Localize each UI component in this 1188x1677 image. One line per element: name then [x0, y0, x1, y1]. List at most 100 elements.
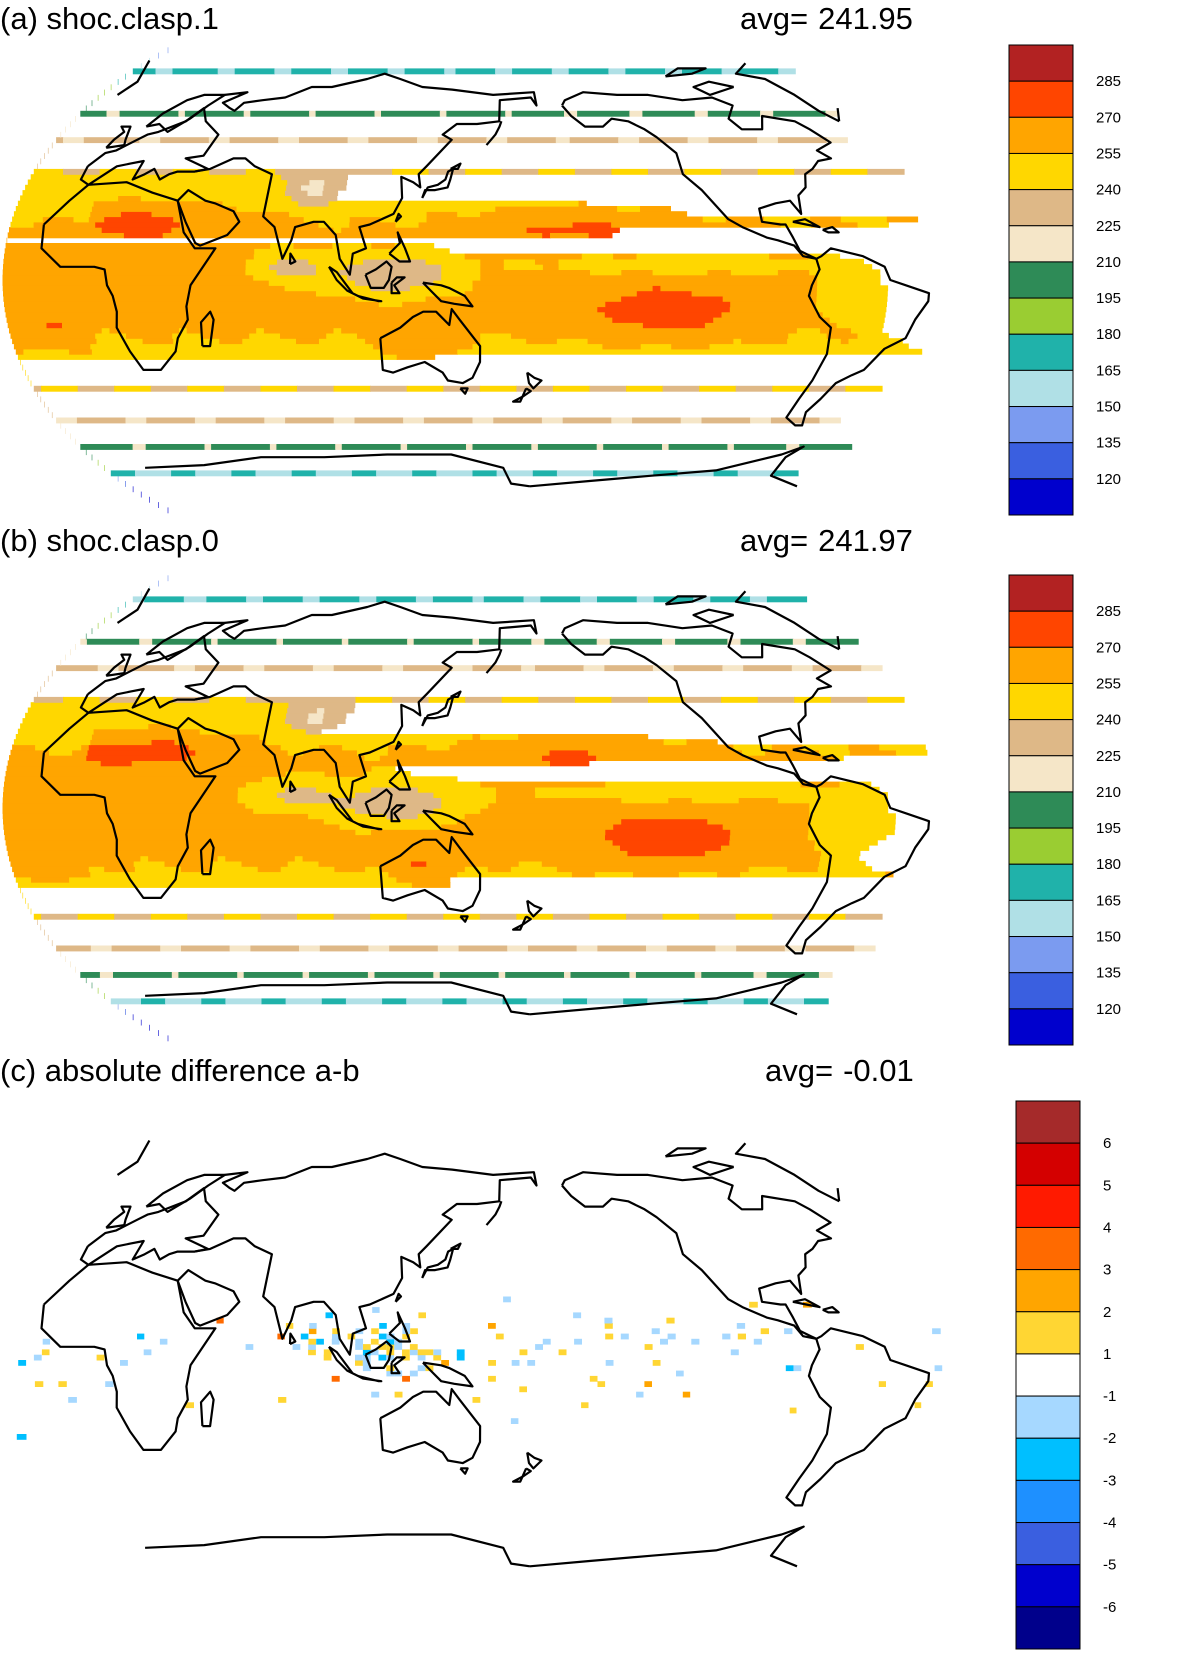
- field-cell: [646, 945, 668, 952]
- field-cell: [617, 470, 654, 477]
- difference-cell: [793, 1365, 802, 1372]
- coastline: [390, 804, 406, 823]
- colorbar-swatch: [1008, 297, 1074, 335]
- field-cell: [63, 696, 101, 703]
- difference-cell: [386, 1365, 395, 1372]
- colorbar-tick-label: 240: [1096, 182, 1121, 199]
- field-cell: [187, 913, 225, 920]
- field-cell: [680, 417, 703, 424]
- field-cell: [535, 665, 585, 672]
- colorbar-swatch: [1008, 755, 1074, 793]
- field-cell: [808, 823, 896, 830]
- field-cell: [339, 823, 442, 830]
- field-cell: [33, 385, 42, 392]
- field-cell: [677, 470, 715, 477]
- coastline: [288, 1332, 297, 1346]
- field-cell: [4, 306, 598, 313]
- panel-average: avg= 241.97: [740, 524, 913, 558]
- field-cell: [457, 348, 923, 355]
- difference-cell: [316, 1338, 324, 1345]
- difference-cell: [441, 1360, 449, 1366]
- field-cell: [699, 385, 737, 392]
- field-cell: [101, 227, 172, 233]
- field-cell: [496, 792, 536, 798]
- field-cell: [479, 638, 532, 645]
- difference-cell: [378, 1354, 387, 1361]
- difference-cell: [651, 1328, 660, 1335]
- field-cell: [472, 596, 485, 603]
- field-cell: [312, 665, 335, 672]
- field-cell: [111, 945, 161, 952]
- field-cell: [627, 850, 706, 857]
- colorbar-swatch: [1008, 44, 1074, 82]
- field-cell: [767, 998, 805, 1005]
- field-cell: [486, 137, 508, 144]
- field-cell: [550, 232, 590, 239]
- coastline: [379, 1388, 482, 1465]
- map-difference-c: [16, 1139, 943, 1568]
- colorbar-tick-label: 285: [1096, 73, 1121, 90]
- coastline: [459, 387, 469, 395]
- field-cell: [276, 269, 317, 276]
- field-cell: [498, 972, 506, 978]
- field-cell: [5, 243, 271, 249]
- field-cell: [449, 744, 734, 751]
- field-cell: [808, 385, 847, 392]
- difference-cell: [362, 1349, 371, 1356]
- field-cell: [40, 158, 42, 165]
- field-cell: [496, 797, 622, 804]
- field-cell: [284, 285, 372, 292]
- colorbar-swatch: [1008, 863, 1074, 901]
- field-cell: [302, 855, 821, 862]
- field-cell: [387, 749, 551, 756]
- panel-b: (b) shoc.clasp.0 avg= 241.97 285 270 255 240…: [0, 524, 1188, 1058]
- field-cell: [178, 972, 238, 978]
- colorbar-tick-label: -4: [1103, 1515, 1116, 1532]
- field-cell: [309, 179, 325, 186]
- difference-cell: [300, 1333, 309, 1340]
- field-cell: [556, 470, 594, 477]
- field-cell: [184, 110, 245, 117]
- field-cell: [110, 470, 136, 477]
- difference-cell: [636, 1391, 644, 1398]
- difference-cell: [510, 1418, 519, 1424]
- panel-title: (a) shoc.clasp.1: [0, 1, 219, 36]
- field-cell: [33, 168, 64, 175]
- field-cell: [40, 924, 42, 931]
- coastline: [194, 1152, 538, 1356]
- field-cell: [187, 385, 225, 392]
- field-cell: [794, 168, 832, 175]
- field-cell: [37, 691, 38, 698]
- field-cell: [411, 882, 451, 888]
- difference-cell: [495, 1333, 504, 1340]
- field-cell: [583, 665, 605, 672]
- colorbar-tick-label: 255: [1096, 675, 1121, 692]
- coastline: [176, 1269, 241, 1327]
- field-cell: [246, 781, 481, 788]
- field-cell: [140, 195, 293, 202]
- field-cell: [380, 216, 427, 223]
- field-cell: [816, 290, 888, 297]
- field-cell: [769, 253, 809, 260]
- field-cell: [91, 734, 261, 740]
- field-cell: [245, 696, 357, 703]
- field-cell: [439, 972, 500, 978]
- field-cell: [75, 644, 76, 650]
- field-cell: [285, 190, 309, 196]
- field-cell: [820, 855, 860, 862]
- field-cell: [821, 850, 861, 857]
- coastline: [194, 72, 538, 276]
- difference-cell: [878, 1381, 886, 1387]
- field-cell: [662, 444, 670, 450]
- coastline: [394, 740, 403, 751]
- difference-cell: [371, 1391, 380, 1398]
- field-cell: [505, 110, 513, 117]
- coastline: [40, 1261, 217, 1451]
- field-cell: [3, 258, 247, 265]
- difference-cell: [456, 1354, 465, 1361]
- field-cell: [287, 860, 320, 867]
- field-cell: [125, 601, 126, 608]
- field-cell: [44, 401, 45, 408]
- difference-cell: [42, 1338, 51, 1345]
- field-cell: [652, 269, 708, 276]
